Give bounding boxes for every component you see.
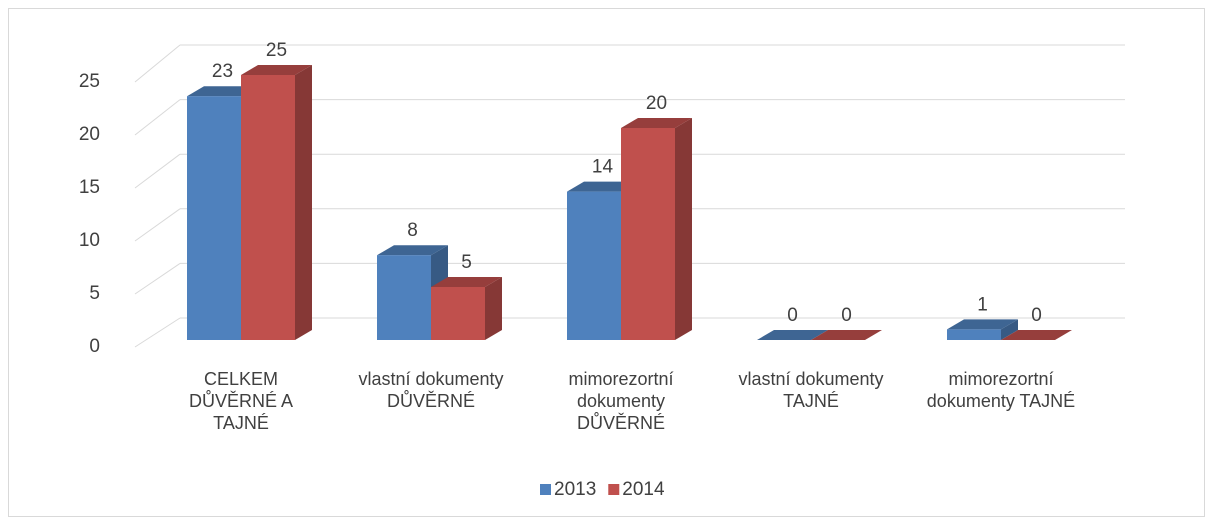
- bar-front: [187, 96, 241, 340]
- value-label: 20: [646, 93, 667, 114]
- bar: [947, 319, 1018, 340]
- x-tick-label: vlastní dokumenty TAJNÉ: [738, 369, 884, 411]
- y-tick-label: 20: [79, 124, 100, 145]
- bar-side: [675, 118, 692, 340]
- value-label: 0: [841, 305, 852, 326]
- bar-top: [621, 118, 692, 128]
- value-label: 23: [212, 61, 233, 82]
- bar-front: [431, 287, 485, 340]
- x-tick-label: CELKEM DŮVĚRNÉ A TAJNÉ: [188, 369, 294, 433]
- bar-front: [567, 191, 621, 340]
- bar-top: [567, 181, 638, 192]
- value-label: 14: [592, 157, 614, 178]
- bar-top: [1001, 330, 1072, 340]
- value-label: 8: [407, 220, 418, 241]
- x-tick-label: vlastní dokumenty DŮVĚRNÉ: [358, 369, 504, 411]
- grid-line-depth: [134, 208, 181, 242]
- y-tick-label: 10: [79, 230, 100, 251]
- y-tick-label: 25: [79, 71, 100, 92]
- grid-line-depth: [134, 99, 181, 136]
- bar-top: [377, 245, 448, 256]
- bar: [621, 118, 692, 340]
- bar-top: [757, 330, 828, 340]
- bar-side: [295, 65, 312, 340]
- y-tick-label: 5: [89, 283, 100, 304]
- bar-top: [187, 86, 258, 97]
- x-tick-label: mimorezortní dokumenty TAJNÉ: [926, 369, 1076, 411]
- bar-side: [1001, 319, 1018, 340]
- bar-front: [621, 128, 675, 340]
- value-label: 1: [977, 294, 988, 315]
- bar-front: [377, 255, 431, 340]
- grid-line-depth: [134, 44, 181, 83]
- bar-front: [241, 75, 295, 340]
- y-tick-label: 15: [79, 177, 100, 198]
- value-label: 25: [266, 40, 287, 61]
- bar: [1001, 330, 1072, 340]
- bar-side: [485, 277, 502, 340]
- value-label: 5: [461, 252, 472, 273]
- legend-label: 2014: [622, 479, 665, 500]
- bar-top: [431, 277, 502, 287]
- y-tick-label: 0: [89, 336, 100, 357]
- legend-swatch: [540, 484, 551, 495]
- legend-label: 2013: [554, 479, 596, 500]
- grid-line-depth: [134, 262, 181, 295]
- grid-line-depth: [134, 317, 181, 348]
- legend-swatch: [608, 484, 620, 495]
- grid-line-depth: [134, 153, 181, 189]
- bar-top: [947, 319, 1018, 330]
- bar-front: [947, 329, 1001, 340]
- bar: [811, 330, 882, 340]
- bar-top: [811, 330, 882, 340]
- bar-top: [241, 65, 312, 75]
- bar: [757, 330, 828, 340]
- bar: [431, 277, 502, 340]
- value-label: 0: [1031, 305, 1042, 326]
- x-tick-label: mimorezortní dokumenty DŮVĚRNÉ: [568, 369, 674, 433]
- bar: [241, 65, 312, 340]
- value-label: 0: [787, 305, 798, 326]
